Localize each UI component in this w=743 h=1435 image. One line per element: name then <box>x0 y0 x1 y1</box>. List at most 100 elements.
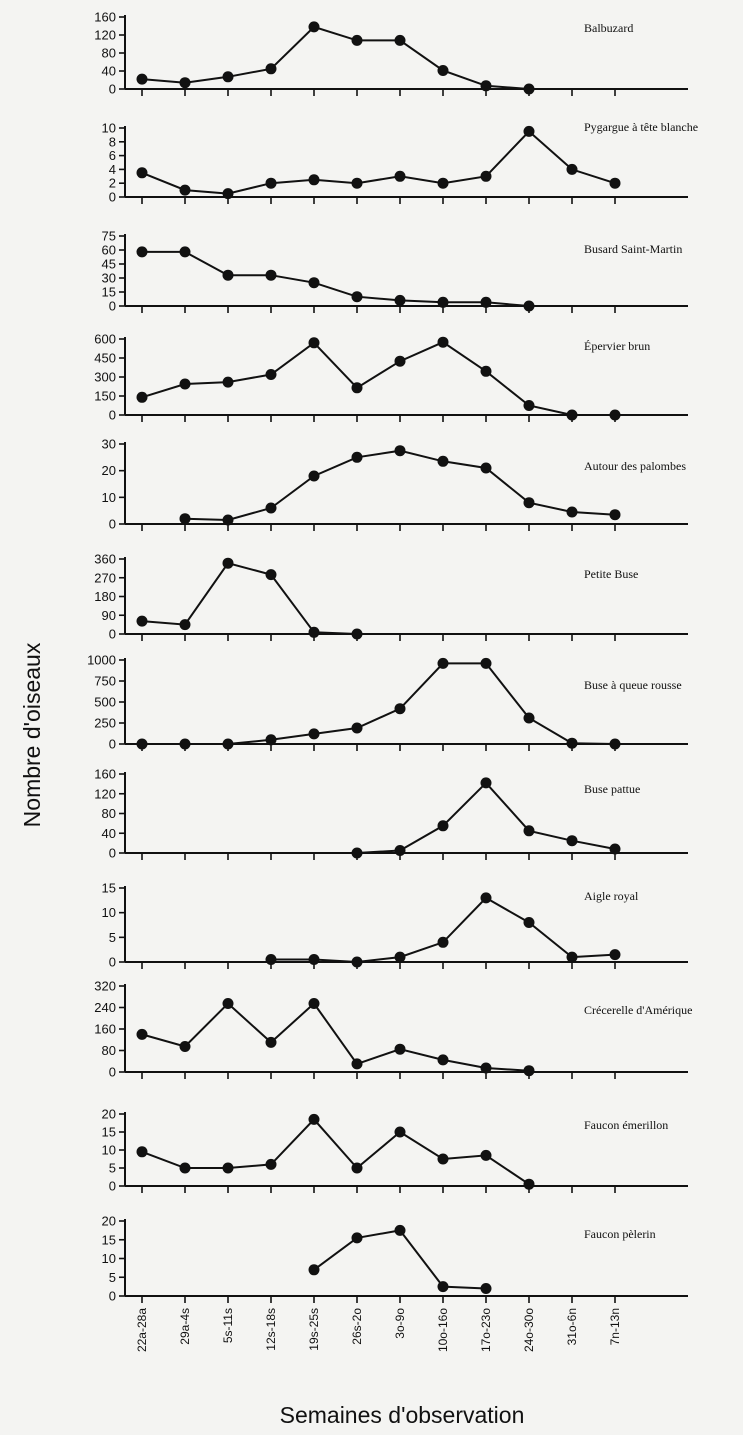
x-tick-label: 26s-2o <box>350 1308 364 1345</box>
data-point <box>523 825 535 837</box>
x-axis-title: Semaines d'observation <box>280 1402 525 1428</box>
data-point <box>222 514 234 526</box>
data-point <box>136 246 148 258</box>
data-point <box>480 657 492 669</box>
data-point <box>437 455 449 467</box>
x-tick-label: 17o-23o <box>479 1308 493 1352</box>
data-point <box>437 1153 449 1165</box>
y-tick-label: 0 <box>109 82 116 97</box>
data-point <box>480 170 492 182</box>
y-tick-label: 360 <box>94 552 116 567</box>
series-line-faucon-pelerin <box>313 1229 487 1290</box>
data-point <box>308 21 320 33</box>
data-point <box>265 269 277 281</box>
y-tick-label: 0 <box>109 1289 116 1304</box>
y-tick-label: 0 <box>109 517 116 532</box>
y-tick-label: 180 <box>94 589 116 604</box>
data-point <box>222 738 234 750</box>
data-point <box>222 71 234 83</box>
data-point <box>351 628 363 640</box>
y-tick-label: 20 <box>102 1214 116 1229</box>
data-point <box>394 170 406 182</box>
data-point <box>179 184 191 196</box>
data-point <box>308 626 320 638</box>
series-line-faucon-emerillon <box>141 1117 530 1186</box>
data-point <box>136 391 148 403</box>
y-tick-label: 40 <box>102 826 116 841</box>
y-tick-label: 0 <box>109 1179 116 1194</box>
series-name: Aigle royal <box>584 889 639 903</box>
data-point <box>480 296 492 308</box>
y-tick-label: 450 <box>94 351 116 366</box>
y-tick-label: 240 <box>94 1000 116 1015</box>
y-tick-label: 0 <box>109 408 116 423</box>
y-tick-label: 6 <box>109 148 116 163</box>
panel-aigle-royal: 0 5 10 15 Aigle royal <box>102 881 688 970</box>
data-point <box>265 369 277 380</box>
data-point <box>609 409 621 421</box>
data-point <box>179 619 191 631</box>
y-tick-label: 270 <box>94 570 116 585</box>
panel-autour-des-palombes: 0 10 20 30 Autour des palombes <box>102 437 688 532</box>
y-tick-label: 0 <box>109 737 116 752</box>
series-line-crecerelle-d-amerique <box>141 1002 530 1072</box>
y-tick-label: 4 <box>109 162 116 177</box>
data-point <box>523 712 535 724</box>
data-point <box>265 63 277 75</box>
data-point <box>394 445 406 457</box>
y-tick-label: 1000 <box>87 653 116 668</box>
data-point <box>308 998 320 1009</box>
y-tick-label: 10 <box>102 490 116 505</box>
data-point <box>308 277 320 289</box>
data-point <box>265 1036 277 1048</box>
data-point <box>179 1041 191 1052</box>
data-point <box>609 949 621 961</box>
series-name: Petite Buse <box>584 567 638 581</box>
data-point <box>351 382 363 394</box>
data-point <box>523 497 535 509</box>
series-line-autour-des-palombes <box>184 449 616 522</box>
x-tick-label: 31o-6n <box>565 1308 579 1345</box>
data-point <box>480 1149 492 1161</box>
x-tick-label: 24o-30o <box>522 1308 536 1352</box>
y-tick-label: 160 <box>94 767 116 782</box>
y-tick-label: 20 <box>102 463 116 478</box>
y-tick-label: 8 <box>109 134 116 149</box>
y-tick-label: 45 <box>102 257 116 272</box>
y-tick-label: 300 <box>94 370 116 385</box>
y-tick-label: 10 <box>102 1251 116 1266</box>
y-tick-label: 80 <box>102 806 116 821</box>
y-tick-label: 0 <box>109 955 116 970</box>
data-point <box>222 376 234 388</box>
y-tick-label: 0 <box>109 846 116 861</box>
x-tick-label: 5s-11s <box>221 1308 235 1343</box>
data-point <box>222 998 234 1009</box>
x-tick-label: 19s-25s <box>307 1308 321 1351</box>
y-tick-label: 0 <box>109 627 116 642</box>
data-point <box>179 378 191 390</box>
data-point <box>480 1062 492 1074</box>
y-tick-label: 500 <box>94 695 116 710</box>
data-point <box>308 337 320 349</box>
y-axis-title: Nombre d'oiseaux <box>19 642 45 827</box>
y-tick-label: 30 <box>102 271 116 286</box>
data-point <box>136 1146 148 1158</box>
series-line-aigle-royal <box>271 896 616 964</box>
data-point <box>480 892 492 904</box>
data-point <box>437 1281 449 1293</box>
panel-crecerelle-d-amerique: 0 80 160 240 320 Crécerelle d'Amérique <box>94 979 692 1080</box>
data-point <box>308 954 320 965</box>
data-point <box>222 557 234 569</box>
y-tick-label: 5 <box>109 1161 116 1176</box>
data-point <box>437 1054 449 1066</box>
data-point <box>265 1158 277 1170</box>
y-tick-label: 10 <box>102 905 116 920</box>
y-tick-label: 0 <box>109 299 116 314</box>
x-tick-label: 22a-28a <box>135 1308 149 1352</box>
data-point <box>222 1162 234 1174</box>
data-point <box>480 777 492 789</box>
data-point <box>179 246 191 258</box>
data-point <box>437 296 449 308</box>
data-point <box>394 294 406 306</box>
series-name: Pygargue à tête blanche <box>584 120 698 134</box>
